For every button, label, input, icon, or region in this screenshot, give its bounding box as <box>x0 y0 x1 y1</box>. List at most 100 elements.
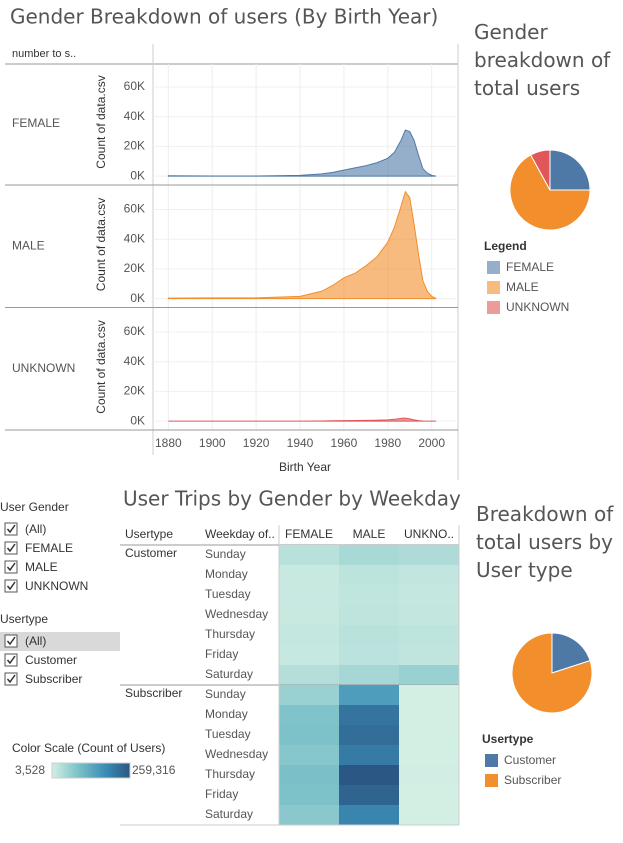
legend-label: Subscriber <box>504 773 561 787</box>
group-label: Subscriber <box>125 686 182 700</box>
filter-title: Usertype <box>0 612 48 626</box>
pie-slice <box>509 154 591 231</box>
filter-title: User Gender <box>0 500 69 514</box>
filter-option[interactable]: (All) <box>4 522 46 536</box>
y-axis-title: Count of data.csv <box>94 75 108 168</box>
color-scale-bar <box>51 762 131 779</box>
row-label: Tuesday <box>205 727 251 741</box>
chart-title: Gender Breakdown of users (By Birth Year… <box>10 5 438 29</box>
heat-cell <box>399 705 459 725</box>
heat-cell <box>399 665 459 685</box>
heat-cell <box>279 585 339 605</box>
heat-cell <box>339 585 399 605</box>
option-label: (All) <box>25 522 46 536</box>
row-label: Saturday <box>205 667 253 681</box>
option-label: (All) <box>25 634 46 648</box>
legend-swatch <box>485 754 498 767</box>
heat-cell <box>339 685 399 705</box>
checkmark <box>6 524 16 534</box>
checkmark <box>6 562 16 572</box>
x-tick-label: 1920 <box>243 436 270 450</box>
option-label: Subscriber <box>25 672 82 686</box>
option-label: MALE <box>25 560 58 574</box>
checkmark <box>6 581 16 591</box>
heat-cell <box>399 785 459 805</box>
row-label: FEMALE <box>12 116 60 130</box>
heat-cell <box>399 605 459 625</box>
heat-cell <box>339 605 399 625</box>
checkbox <box>4 653 18 667</box>
column-header: UNKNO.. <box>404 527 454 541</box>
y-tick-label: 20K <box>124 139 145 153</box>
y-tick-label: 60K <box>124 202 145 216</box>
legend-swatch <box>487 261 500 274</box>
heat-cell <box>399 765 459 785</box>
heat-cell <box>399 685 459 705</box>
filter-option[interactable]: MALE <box>4 560 58 574</box>
heat-cell <box>399 745 459 765</box>
color-scale-title: Color Scale (Count of Users) <box>12 741 165 755</box>
legend-label: MALE <box>506 280 539 294</box>
filter-option[interactable]: (All) <box>0 632 120 651</box>
heat-cell <box>339 705 399 725</box>
y-axis-title: Count of data.csv <box>94 320 108 413</box>
y-tick-label: 60K <box>124 79 145 93</box>
column-header: FEMALE <box>285 527 333 541</box>
y-tick-label: 20K <box>124 261 145 275</box>
y-tick-label: 60K <box>124 324 145 338</box>
filter-option[interactable]: UNKNOWN <box>4 579 88 593</box>
heat-cell <box>399 805 459 825</box>
heat-cell <box>399 565 459 585</box>
legend-swatch <box>487 281 500 294</box>
heat-cell <box>339 725 399 745</box>
row-header: Usertype <box>125 527 173 541</box>
y-axis-title: Count of data.csv <box>94 198 108 291</box>
legend-swatch <box>487 301 500 314</box>
pie-title: Gender breakdown of total users <box>474 20 611 100</box>
y-tick-label: 20K <box>124 384 145 398</box>
legend-label: Customer <box>504 753 556 767</box>
legend-title: Usertype <box>482 732 534 746</box>
heat-cell <box>279 805 339 825</box>
checkmark <box>6 636 16 646</box>
heat-cell <box>339 565 399 585</box>
heat-cell <box>279 785 339 805</box>
heat-cell <box>339 645 399 665</box>
y-tick-label: 0K <box>130 413 145 427</box>
heat-cell <box>279 645 339 665</box>
x-tick-label: 1960 <box>331 436 358 450</box>
option-label: FEMALE <box>25 541 73 555</box>
y-tick-label: 0K <box>130 168 145 182</box>
heat-cell <box>279 745 339 765</box>
heat-cell <box>339 785 399 805</box>
row-header: Weekday of.. <box>205 527 275 541</box>
heat-cell <box>279 705 339 725</box>
heat-cell <box>279 545 339 565</box>
filter-option[interactable]: Subscriber <box>4 672 82 686</box>
row-label: MALE <box>12 239 45 253</box>
filter-option[interactable]: FEMALE <box>4 541 73 555</box>
row-label: Sunday <box>205 687 246 701</box>
pie-slice <box>530 149 551 191</box>
heat-cell <box>399 725 459 745</box>
color-scale-label: 3,528 <box>15 763 45 777</box>
row-label: Thursday <box>205 767 255 781</box>
checkmark <box>6 655 16 665</box>
y-tick-label: 40K <box>124 354 145 368</box>
heat-cell <box>279 565 339 585</box>
row-label: Monday <box>205 707 248 721</box>
x-tick-label: 2000 <box>418 436 445 450</box>
heat-cell <box>279 765 339 785</box>
row-label: Wednesday <box>205 747 268 761</box>
filter-option[interactable]: Customer <box>4 653 77 667</box>
row-label: Sunday <box>205 547 246 561</box>
pie-slice <box>551 632 591 674</box>
heat-cell <box>279 625 339 645</box>
checkbox <box>4 541 18 555</box>
checkbox <box>4 634 18 648</box>
heat-cell <box>399 585 459 605</box>
column-header: MALE <box>353 527 386 541</box>
x-tick-label: 1880 <box>155 436 182 450</box>
